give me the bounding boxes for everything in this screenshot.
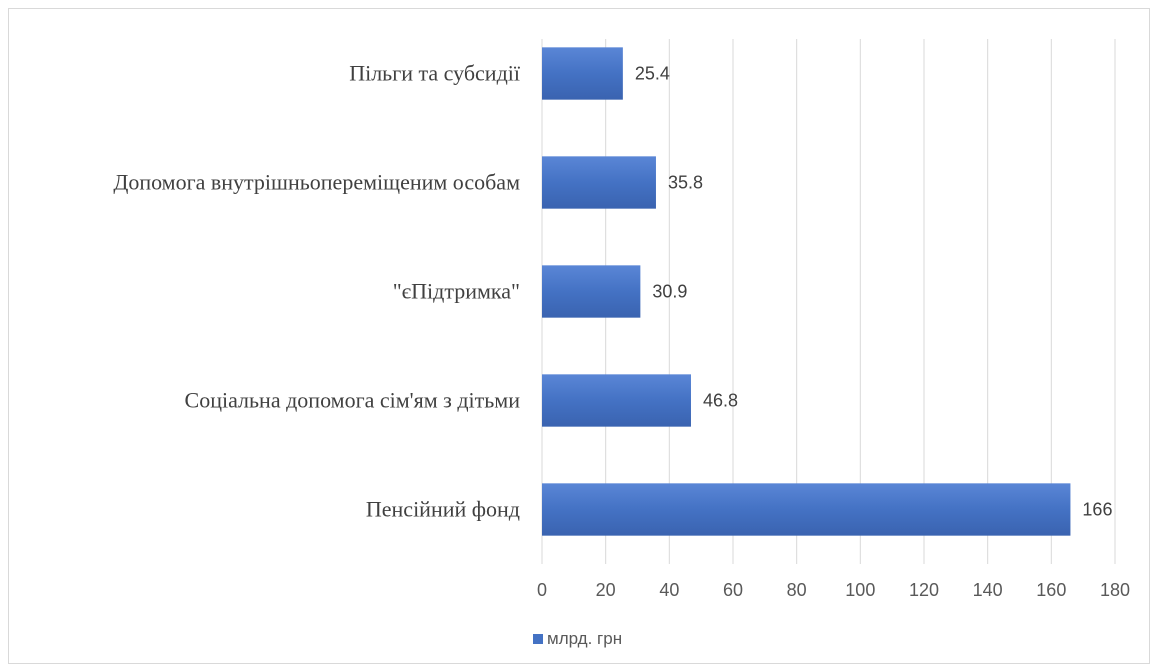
x-tick-label: 20 [596, 580, 616, 600]
x-tick-label: 40 [659, 580, 679, 600]
category-label: Соціальна допомога сім'ям з дітьми [185, 388, 521, 413]
category-label: Пенсійний фонд [366, 497, 520, 522]
data-label: 46.8 [703, 391, 738, 411]
x-tick-label: 140 [973, 580, 1003, 600]
chart-frame: 0 20 40 60 80 100 120 140 160 180 Пільги та субсид… [8, 8, 1150, 664]
x-tick-label: 0 [537, 580, 547, 600]
x-tick-label: 120 [909, 580, 939, 600]
data-label: 166 [1082, 500, 1112, 520]
bars [542, 47, 1071, 536]
x-tick-label: 160 [1036, 580, 1066, 600]
legend-swatch [533, 634, 543, 644]
bar [542, 156, 656, 209]
x-tick-label: 60 [723, 580, 743, 600]
data-label: 35.8 [668, 173, 703, 193]
bar-chart: 0 20 40 60 80 100 120 140 160 180 Пільги та субсид… [113, 39, 1130, 648]
x-tick-label: 80 [787, 580, 807, 600]
category-label: Допомога внутрішньопереміщеним особам [113, 170, 520, 195]
legend: млрд. грн [533, 629, 622, 648]
bar [542, 47, 623, 100]
bar [542, 483, 1071, 536]
data-label: 30.9 [652, 282, 687, 302]
bar [542, 265, 641, 318]
category-label: "єПідтримка" [393, 279, 520, 304]
x-tick-label: 100 [845, 580, 875, 600]
bar [542, 374, 691, 427]
gridlines [541, 39, 1116, 564]
category-label: Пільги та субсидії [349, 61, 521, 86]
legend-label: млрд. грн [547, 629, 622, 648]
x-tick-label: 180 [1100, 580, 1130, 600]
data-label: 25.4 [635, 64, 670, 84]
labels: 0 20 40 60 80 100 120 140 160 180 Пільги та субсид… [113, 61, 1130, 601]
